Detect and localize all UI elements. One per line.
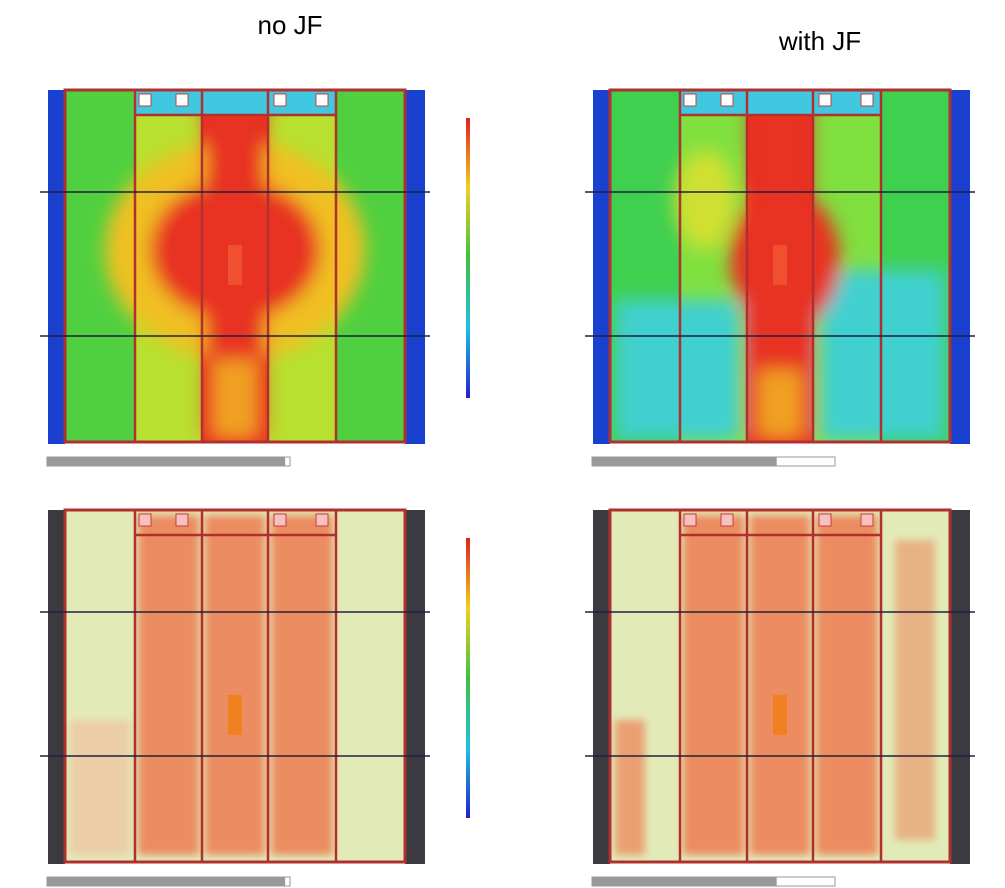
simulation-panel: [38, 508, 470, 886]
top-band: [680, 90, 881, 115]
colorbar: [466, 118, 470, 398]
lane-fill: [816, 515, 878, 855]
lane-fill: [615, 720, 645, 855]
vent: [139, 94, 151, 106]
lane-fill: [271, 515, 333, 855]
panel-title: with JF: [778, 26, 861, 56]
cool-zone: [615, 300, 740, 440]
progress-fill: [47, 457, 285, 466]
progress-fill: [47, 877, 285, 886]
panel-title: no JF: [257, 10, 322, 40]
vent: [176, 514, 188, 526]
vent: [721, 94, 733, 106]
field: [65, 90, 405, 442]
simulation-panel: [583, 508, 975, 886]
top-band: [135, 90, 336, 115]
vent: [139, 514, 151, 526]
side-strip: [48, 510, 65, 864]
cool-zone: [820, 270, 945, 440]
vent: [176, 94, 188, 106]
side-strip: [593, 90, 610, 444]
lane-fill: [205, 515, 265, 855]
vent: [861, 514, 873, 526]
source: [228, 245, 242, 285]
vent: [819, 94, 831, 106]
field: [610, 90, 950, 442]
source: [228, 695, 242, 735]
side-strip: [48, 90, 65, 444]
lane-fill: [750, 515, 810, 855]
warm-lane: [212, 360, 258, 440]
vent: [274, 94, 286, 106]
vent: [684, 94, 696, 106]
side-strip: [950, 90, 970, 444]
vent: [819, 514, 831, 526]
progress-fill: [592, 457, 777, 466]
vent: [316, 514, 328, 526]
side-strip: [950, 510, 970, 864]
lane-fill: [70, 720, 130, 855]
vent: [684, 514, 696, 526]
simulation-panel: [38, 88, 470, 466]
figure: no JF with JF: [0, 0, 1005, 888]
vent: [274, 514, 286, 526]
warm-lane: [757, 370, 803, 440]
lane-fill: [138, 515, 199, 855]
side-strip: [405, 510, 425, 864]
progress-fill: [592, 877, 777, 886]
lane-fill: [895, 540, 935, 840]
vent: [316, 94, 328, 106]
simulation-panel: [583, 88, 1005, 466]
source: [773, 695, 787, 735]
vent: [861, 94, 873, 106]
source: [773, 245, 787, 285]
side-strip: [593, 510, 610, 864]
lane-fill: [683, 515, 744, 855]
panels: [38, 88, 1005, 886]
vent: [721, 514, 733, 526]
colorbar: [466, 538, 470, 818]
warm-zone: [675, 150, 735, 250]
field: [65, 510, 405, 862]
field: [610, 510, 950, 862]
side-strip: [405, 90, 425, 444]
